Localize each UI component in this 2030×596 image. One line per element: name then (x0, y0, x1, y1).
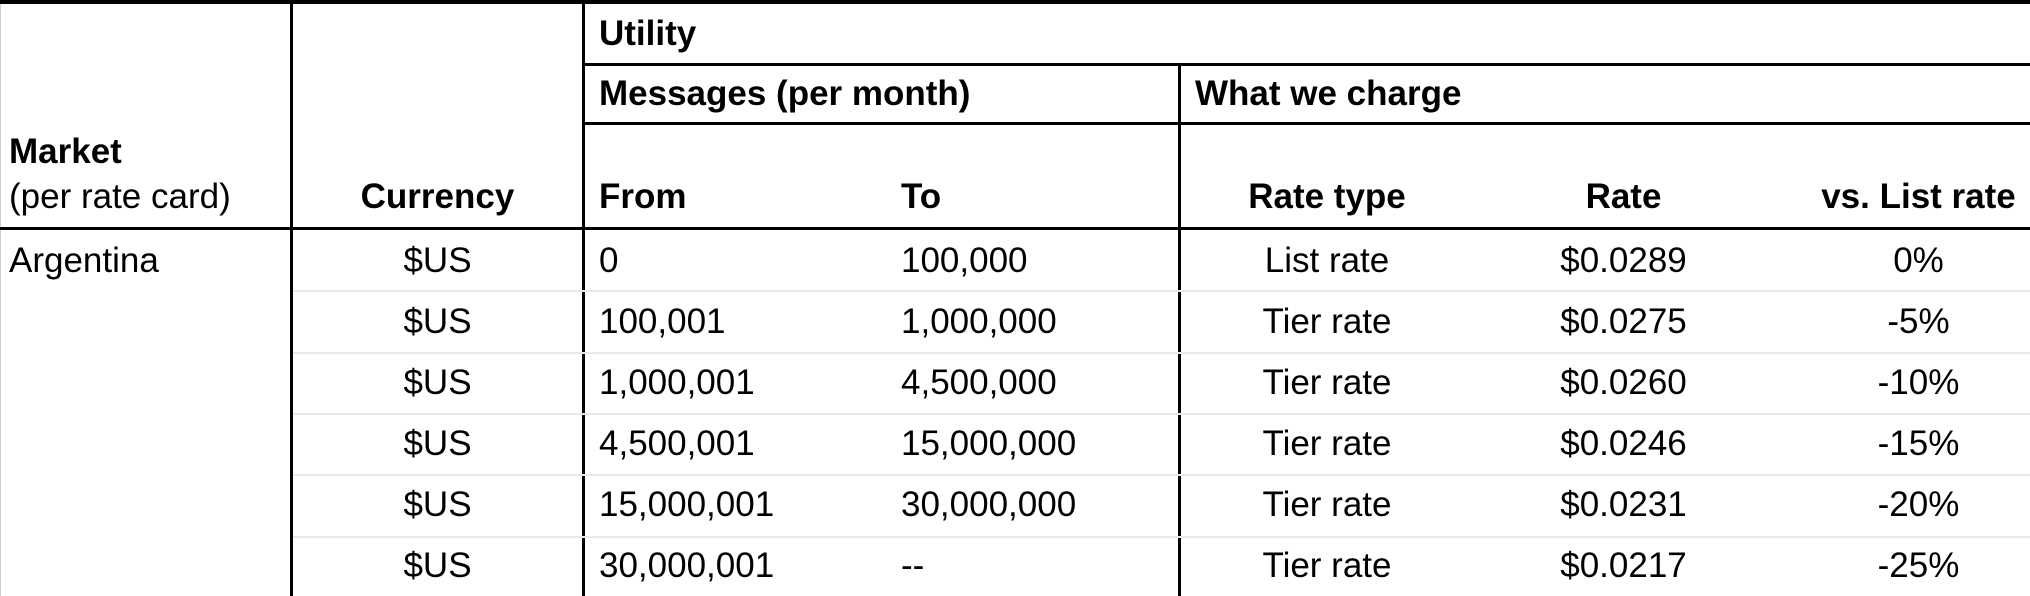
table-row: $US 30,000,001 -- Tier rate $0.0217 -25% (0, 535, 2030, 596)
row-divider (293, 290, 2030, 292)
table-row: $US 15,000,001 30,000,000 Tier rate $0.0… (0, 474, 2030, 535)
currency-from-divider (582, 0, 585, 596)
header-messages-per-month[interactable]: Messages (per month) (585, 66, 1178, 122)
table-body: Argentina $US 0 100,000 List rate $0.028… (0, 230, 2030, 596)
row-divider (293, 413, 2030, 415)
table-row: $US 100,001 1,000,000 Tier rate $0.0275 … (0, 291, 2030, 352)
cell-currency[interactable]: $US (403, 362, 472, 402)
header-utility[interactable]: Utility (585, 4, 2030, 63)
header-rate-type-label: Rate type (1248, 177, 1406, 216)
cell-vs-list[interactable]: -15% (1877, 423, 1960, 463)
cell-vs-list[interactable]: -25% (1877, 545, 1960, 585)
cell-rate-type[interactable]: Tier rate (1262, 301, 1392, 341)
cell-to[interactable]: -- (901, 545, 925, 585)
cell-vs-list[interactable]: -20% (1877, 484, 1960, 524)
header-to-label: To (901, 177, 942, 216)
header-rate[interactable]: Rate (1476, 126, 1771, 227)
cell-rate[interactable]: $0.0231 (1560, 484, 1687, 524)
header-currency[interactable]: Currency (290, 4, 585, 227)
header-from-label: From (599, 177, 687, 216)
table-left-edge-line (0, 0, 1, 596)
cell-currency[interactable]: $US (403, 423, 472, 463)
cell-rate-type[interactable]: Tier rate (1262, 484, 1392, 524)
cell-market[interactable]: Argentina (9, 240, 159, 280)
header-utility-label: Utility (599, 13, 697, 53)
header-to[interactable]: To (887, 126, 1178, 227)
header-market[interactable]: Market (per rate card) (0, 4, 290, 227)
market-currency-divider (290, 0, 293, 596)
header-from[interactable]: From (585, 126, 887, 227)
cell-rate[interactable]: $0.0260 (1560, 362, 1687, 402)
cell-to[interactable]: 1,000,000 (901, 301, 1057, 341)
header-what-we-charge[interactable]: What we charge (1181, 66, 2030, 122)
cell-from[interactable]: 15,000,001 (599, 484, 775, 524)
cell-rate[interactable]: $0.0246 (1560, 423, 1687, 463)
cell-rate-type[interactable]: Tier rate (1262, 545, 1392, 585)
cell-currency[interactable]: $US (403, 484, 472, 524)
table-row: Argentina $US 0 100,000 List rate $0.028… (0, 230, 2030, 291)
row-divider (293, 474, 2030, 476)
cell-to[interactable]: 30,000,000 (901, 484, 1077, 524)
cell-rate[interactable]: $0.0289 (1560, 240, 1687, 280)
cell-rate[interactable]: $0.0217 (1560, 545, 1687, 585)
cell-vs-list[interactable]: 0% (1893, 240, 1944, 280)
cell-rate[interactable]: $0.0275 (1560, 301, 1687, 341)
cell-to[interactable]: 4,500,000 (901, 362, 1057, 402)
cell-rate-type[interactable]: List rate (1264, 240, 1390, 280)
section-row-bottom-border (582, 122, 2030, 125)
header-rate-label: Rate (1585, 177, 1662, 216)
header-rate-type[interactable]: Rate type (1178, 126, 1476, 227)
cell-vs-list[interactable]: -10% (1877, 362, 1960, 402)
header-vs-list-rate[interactable]: vs. List rate (1771, 126, 2030, 227)
utility-row-bottom-border (582, 63, 2030, 66)
header-charge-label: What we charge (1195, 74, 1462, 113)
header-vs-list-rate-label: vs. List rate (1821, 177, 2016, 216)
header-market-label: Market (9, 132, 122, 171)
cell-currency[interactable]: $US (403, 545, 472, 585)
cell-currency[interactable]: $US (403, 301, 472, 341)
table-row: $US 4,500,001 15,000,000 Tier rate $0.02… (0, 413, 2030, 474)
cell-rate-type[interactable]: Tier rate (1262, 362, 1392, 402)
messages-charge-divider (1178, 63, 1181, 596)
cell-to[interactable]: 100,000 (901, 240, 1028, 280)
cell-from[interactable]: 0 (599, 240, 619, 280)
header-currency-label: Currency (360, 177, 515, 216)
row-divider (293, 536, 2030, 538)
cell-vs-list[interactable]: -5% (1887, 301, 1950, 341)
cell-from[interactable]: 30,000,001 (599, 545, 775, 585)
row-divider (293, 352, 2030, 354)
header-market-sub-label: (per rate card) (9, 177, 231, 216)
header-messages-label: Messages (per month) (599, 74, 971, 113)
cell-from[interactable]: 100,001 (599, 301, 726, 341)
cell-currency[interactable]: $US (403, 240, 472, 280)
header-bottom-border (0, 227, 2030, 230)
cell-rate-type[interactable]: Tier rate (1262, 423, 1392, 463)
cell-from[interactable]: 4,500,001 (599, 423, 755, 463)
table-top-border (0, 0, 2030, 4)
cell-from[interactable]: 1,000,001 (599, 362, 755, 402)
table-row: $US 1,000,001 4,500,000 Tier rate $0.026… (0, 352, 2030, 413)
cell-to[interactable]: 15,000,000 (901, 423, 1077, 463)
